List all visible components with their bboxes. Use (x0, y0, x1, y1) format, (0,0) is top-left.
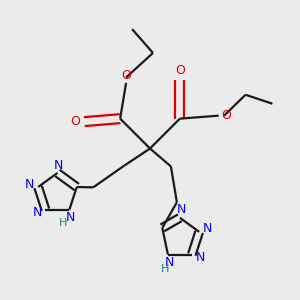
Text: N: N (25, 178, 34, 190)
Text: O: O (221, 109, 231, 122)
Text: H: H (58, 218, 67, 228)
Text: N: N (177, 203, 186, 216)
Text: N: N (196, 251, 205, 264)
Text: N: N (203, 222, 212, 235)
Text: N: N (66, 211, 76, 224)
Text: N: N (165, 256, 174, 269)
Text: O: O (121, 69, 131, 82)
Text: O: O (175, 64, 185, 77)
Text: N: N (54, 159, 64, 172)
Text: N: N (32, 206, 42, 219)
Text: O: O (70, 115, 80, 128)
Text: H: H (161, 264, 169, 274)
